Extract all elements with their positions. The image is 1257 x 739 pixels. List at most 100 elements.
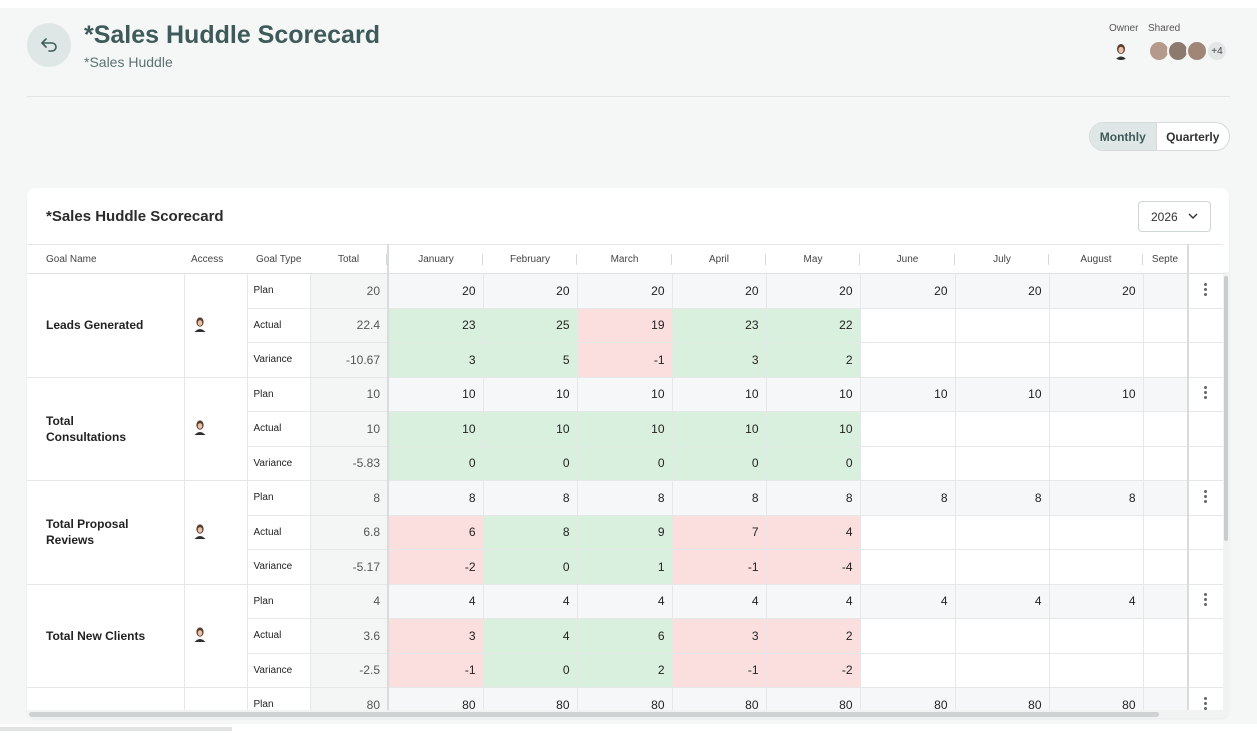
month-value-cell[interactable]: -1 — [672, 549, 767, 585]
month-value-cell[interactable]: 8 — [672, 480, 767, 516]
month-value-cell[interactable] — [860, 342, 956, 378]
month-value-cell[interactable]: 10 — [672, 411, 767, 447]
month-value-cell[interactable] — [860, 308, 956, 343]
month-value-cell[interactable]: 20 — [955, 273, 1050, 309]
month-value-cell[interactable]: 10 — [766, 411, 861, 447]
month-value-cell[interactable] — [1049, 308, 1144, 343]
month-value-cell[interactable]: 6 — [387, 515, 484, 550]
row-menu-button[interactable] — [1187, 584, 1223, 619]
month-value-cell[interactable]: 0 — [387, 446, 484, 481]
month-value-cell[interactable]: 10 — [860, 377, 956, 412]
goal-name[interactable]: Total New Clients — [27, 584, 185, 688]
month-value-cell[interactable]: 0 — [483, 446, 578, 481]
month-value-cell[interactable]: 3 — [672, 618, 767, 654]
month-value-cell[interactable] — [1143, 549, 1189, 585]
page-scrollbar[interactable] — [0, 724, 1257, 739]
month-value-cell[interactable] — [1049, 549, 1144, 585]
month-value-cell[interactable]: 8 — [483, 480, 578, 516]
column-header[interactable]: January — [387, 244, 483, 274]
column-resize-handle[interactable] — [671, 254, 672, 265]
month-value-cell[interactable] — [1143, 618, 1189, 654]
month-value-cell[interactable]: 19 — [577, 308, 673, 343]
month-value-cell[interactable] — [1143, 342, 1189, 378]
quarterly-toggle-button[interactable]: Quarterly — [1157, 123, 1229, 150]
month-value-cell[interactable] — [1049, 653, 1144, 688]
month-value-cell[interactable]: 10 — [1049, 377, 1144, 412]
month-value-cell[interactable]: 22 — [766, 308, 861, 343]
month-value-cell[interactable]: -1 — [577, 342, 673, 378]
month-value-cell[interactable] — [1143, 377, 1189, 412]
column-resize-handle[interactable] — [576, 254, 577, 265]
access-avatar[interactable] — [184, 377, 248, 481]
month-value-cell[interactable]: 4 — [766, 584, 861, 619]
month-value-cell[interactable]: 0 — [672, 446, 767, 481]
month-value-cell[interactable] — [955, 446, 1050, 481]
goal-name[interactable]: Leads Generated — [27, 273, 185, 378]
month-value-cell[interactable]: 20 — [766, 273, 861, 309]
month-value-cell[interactable]: 25 — [483, 308, 578, 343]
month-value-cell[interactable]: 4 — [766, 515, 861, 550]
month-value-cell[interactable]: 8 — [860, 480, 956, 516]
month-value-cell[interactable]: 3 — [387, 342, 484, 378]
month-value-cell[interactable] — [860, 618, 956, 654]
month-value-cell[interactable]: -1 — [672, 653, 767, 688]
month-value-cell[interactable]: 8 — [483, 515, 578, 550]
month-value-cell[interactable] — [1049, 342, 1144, 378]
month-value-cell[interactable]: 2 — [766, 618, 861, 654]
month-value-cell[interactable]: 2 — [766, 342, 861, 378]
month-value-cell[interactable] — [1049, 446, 1144, 481]
month-value-cell[interactable] — [1143, 411, 1189, 447]
month-value-cell[interactable]: 20 — [577, 273, 673, 309]
month-value-cell[interactable]: 0 — [483, 653, 578, 688]
month-value-cell[interactable] — [1049, 618, 1144, 654]
column-header[interactable]: June — [860, 244, 955, 274]
month-value-cell[interactable] — [955, 342, 1050, 378]
access-avatar[interactable] — [184, 584, 248, 688]
column-header[interactable]: February — [483, 244, 577, 274]
month-value-cell[interactable] — [860, 446, 956, 481]
month-value-cell[interactable]: 10 — [766, 377, 861, 412]
row-menu-button[interactable] — [1187, 273, 1223, 309]
column-resize-handle[interactable] — [482, 254, 483, 265]
month-value-cell[interactable]: 0 — [483, 549, 578, 585]
month-value-cell[interactable]: 4 — [1049, 584, 1144, 619]
month-value-cell[interactable]: 8 — [387, 480, 484, 516]
month-value-cell[interactable]: 3 — [672, 342, 767, 378]
month-value-cell[interactable]: 4 — [672, 584, 767, 619]
month-value-cell[interactable] — [1049, 515, 1144, 550]
month-value-cell[interactable]: 10 — [672, 377, 767, 412]
month-value-cell[interactable] — [860, 549, 956, 585]
month-value-cell[interactable]: 20 — [860, 273, 956, 309]
month-value-cell[interactable]: 23 — [672, 308, 767, 343]
month-value-cell[interactable] — [860, 515, 956, 550]
month-value-cell[interactable]: 20 — [387, 273, 484, 309]
month-value-cell[interactable]: 10 — [955, 377, 1050, 412]
scorecard-table-container[interactable]: Goal Name Access Goal Type Total January Febr… — [27, 244, 1223, 718]
month-value-cell[interactable] — [1049, 411, 1144, 447]
shared-more-badge[interactable]: +4 — [1206, 40, 1228, 62]
owner-avatar[interactable] — [1110, 40, 1132, 62]
column-resize-handle[interactable] — [859, 254, 860, 265]
month-value-cell[interactable]: 3 — [387, 618, 484, 654]
monthly-toggle-button[interactable]: Monthly — [1090, 123, 1157, 150]
month-value-cell[interactable]: 7 — [672, 515, 767, 550]
month-value-cell[interactable]: 20 — [1049, 273, 1144, 309]
month-value-cell[interactable] — [955, 411, 1050, 447]
month-value-cell[interactable]: 8 — [955, 480, 1050, 516]
month-value-cell[interactable]: 4 — [860, 584, 956, 619]
month-value-cell[interactable]: 0 — [577, 446, 673, 481]
month-value-cell[interactable]: 5 — [483, 342, 578, 378]
month-value-cell[interactable]: 4 — [483, 618, 578, 654]
column-resize-handle[interactable] — [386, 254, 387, 265]
month-value-cell[interactable]: 20 — [672, 273, 767, 309]
month-value-cell[interactable]: 4 — [483, 584, 578, 619]
month-value-cell[interactable] — [1143, 653, 1189, 688]
month-value-cell[interactable]: 10 — [483, 377, 578, 412]
column-header[interactable]: Goal Type — [247, 244, 310, 274]
month-value-cell[interactable] — [955, 653, 1050, 688]
month-value-cell[interactable]: 8 — [766, 480, 861, 516]
access-avatar[interactable] — [184, 273, 248, 378]
month-value-cell[interactable]: 8 — [1049, 480, 1144, 516]
month-value-cell[interactable] — [955, 515, 1050, 550]
month-value-cell[interactable]: 8 — [577, 480, 673, 516]
